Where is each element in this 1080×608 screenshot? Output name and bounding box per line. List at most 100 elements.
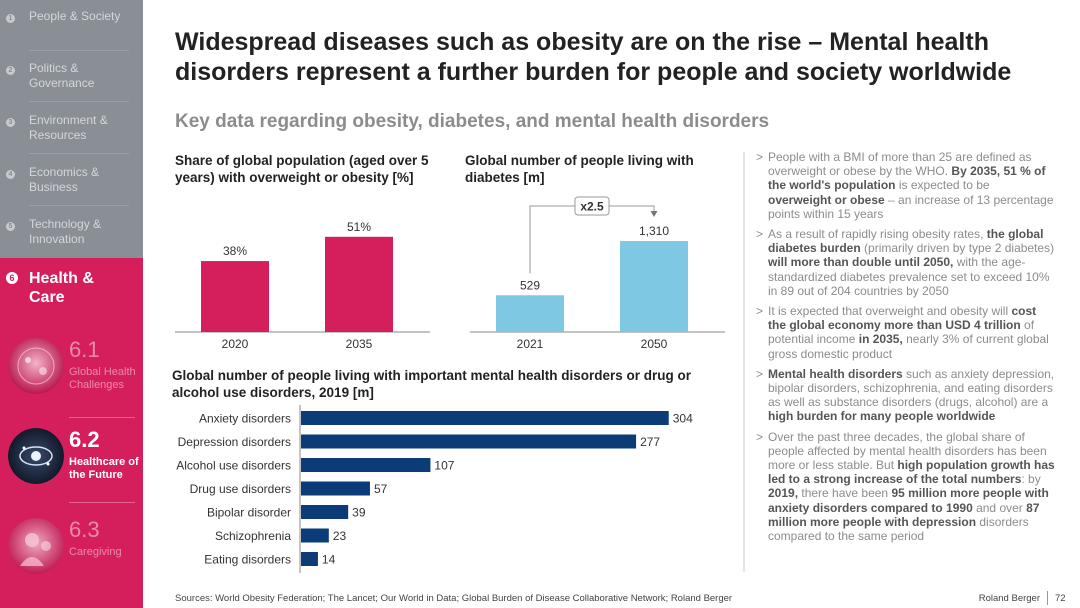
sidebar-item-technology-innovation[interactable]: 5 Technology & Innovation xyxy=(0,214,143,266)
section-number-badge: 3 xyxy=(6,118,15,127)
section-number-badge: 5 xyxy=(6,222,15,231)
bullet-text: : by xyxy=(1021,472,1041,487)
value-label: 38% xyxy=(223,244,247,258)
bullet-text: is expected to be xyxy=(895,178,990,193)
subsection-number: 6.3 xyxy=(69,517,100,542)
tick-label: 2020 xyxy=(222,337,249,351)
sidebar-item-politics-governance[interactable]: 2 Politics & Governance xyxy=(0,58,143,110)
bullet-text: (primarily driven by type 2 diabetes) xyxy=(860,241,1055,256)
brand-name: Roland Berger xyxy=(978,593,1040,604)
category-label: Eating disorders xyxy=(204,553,291,567)
bar xyxy=(201,261,269,332)
bullet-text: of potential income xyxy=(768,318,1035,347)
bullet-point: > As a result of rapidly rising obesity r… xyxy=(739,227,1055,298)
bar xyxy=(301,505,349,519)
bullet-highlight: high population growth has led to a stro… xyxy=(768,458,1055,487)
value-label: 304 xyxy=(673,412,693,426)
bullet-highlight: in 2035, xyxy=(858,332,903,347)
subsection-6-1[interactable]: 6.1 Global Health Challenges xyxy=(0,338,143,418)
sidebar-item-economics-business[interactable]: 4 Economics & Business xyxy=(0,162,143,214)
bullet-point: > It is expected that overweight and obes… xyxy=(739,304,1055,361)
value-label: 277 xyxy=(640,435,660,449)
divider xyxy=(69,417,135,418)
bullet-text: It is expected that overweight and obesi… xyxy=(768,304,1012,319)
bar xyxy=(301,528,329,543)
divider xyxy=(69,502,135,503)
value-label: 1,310 xyxy=(639,224,669,238)
chevron-right-icon: > xyxy=(756,227,764,242)
tick-label: 2050 xyxy=(641,337,668,351)
bar xyxy=(496,295,564,332)
bullet-highlight: 95 million more people with anxiety diso… xyxy=(768,486,1049,515)
divider xyxy=(29,205,129,206)
bullet-highlight: 87 million more people with depression xyxy=(768,500,1040,529)
bullet-text: As a result of rapidly rising obesity ra… xyxy=(768,227,987,242)
bar xyxy=(325,236,393,332)
chevron-right-icon: > xyxy=(756,304,764,319)
bar xyxy=(301,481,370,496)
category-label: Schizophrenia xyxy=(215,529,291,543)
bullet-text: such as anxiety depression, bipolar diso… xyxy=(768,366,1055,410)
bar xyxy=(620,241,688,332)
bullet-highlight: the global diabetes burden xyxy=(768,227,1044,256)
mental-health-bar-chart: Anxiety disorders 304 Depression disorders… xyxy=(176,405,693,573)
value-label: 14 xyxy=(322,553,336,567)
sidebar-item-label: Technology & Innovation xyxy=(29,217,102,246)
footer-divider xyxy=(1047,591,1048,605)
bullet-text: nearly 3% of current global gross domest… xyxy=(768,332,1049,361)
sidebar-item-people-society[interactable]: 1 People & Society xyxy=(0,6,143,58)
bar xyxy=(301,458,431,472)
bullet-highlight: high burden for many people worldwide xyxy=(768,409,996,424)
sidebar-item-environment-resources[interactable]: 3 Environment & Resources xyxy=(0,110,143,162)
bullet-highlight: cost the global economy more than USD 4 … xyxy=(768,304,1037,333)
category-label: Bipolar disorder xyxy=(207,506,291,520)
section-number-badge: 1 xyxy=(6,14,15,23)
diabetes-bar-chart: 529 2021 1,310 2050 x2.5 xyxy=(470,196,725,351)
page-number: 72 xyxy=(1055,593,1066,604)
value-label: 51% xyxy=(347,220,371,234)
sidebar-item-label: Environment & Resources xyxy=(29,113,108,142)
bullet-point: > Mental health disorders such as anxiety… xyxy=(739,367,1055,424)
category-label: Anxiety disorders xyxy=(199,412,291,426)
value-label: 57 xyxy=(374,482,388,496)
bullet-highlight: will more than double until 2050, xyxy=(768,255,954,270)
chevron-right-icon: > xyxy=(756,429,764,444)
caregiving-thumbnail xyxy=(8,518,64,574)
page-title: Widespread diseases such as obesity are … xyxy=(175,28,1012,86)
sidebar-item-health-care[interactable]: 6 Health & Care 6.1 Global Health Challe… xyxy=(0,258,143,608)
obesity-bar-chart: 38% 2020 51% 2035 xyxy=(175,220,430,351)
bullet-highlight: 2019, xyxy=(768,486,799,501)
diabetes-chart-title: Global number of people living with diab… xyxy=(465,153,694,185)
bullet-text: and over xyxy=(972,500,1027,515)
subsection-title: Healthcare of the Future xyxy=(69,456,139,481)
obesity-chart-title: Share of global population (aged over 5 … xyxy=(175,153,429,185)
healthcare-future-thumbnail xyxy=(8,428,64,484)
divider xyxy=(29,153,129,154)
section-number-badge: 6 xyxy=(6,272,18,284)
page-subtitle: Key data regarding obesity, diabetes, an… xyxy=(175,111,770,132)
value-label: 39 xyxy=(352,506,366,520)
subsection-number: 6.2 xyxy=(69,427,100,452)
bullet-point: > People with a BMI of more than 25 are d… xyxy=(739,150,1055,221)
subsection-title: Caregiving xyxy=(69,546,122,558)
sidebar-item-label: People & Society xyxy=(29,9,121,23)
tick-label: 2035 xyxy=(346,337,373,351)
bullet-list: > People with a BMI of more than 25 are d… xyxy=(739,150,1055,543)
bullet-text: Over the past three decades, the global … xyxy=(768,429,1047,473)
chevron-right-icon: > xyxy=(756,150,764,164)
bullet-point: > Over the past three decades, the global… xyxy=(739,430,1055,544)
bullet-text: there have been xyxy=(798,486,892,501)
bullet-highlight: overweight or obese xyxy=(768,192,885,207)
bar xyxy=(301,552,318,566)
panel-divider xyxy=(743,152,745,572)
value-label: 107 xyxy=(434,459,454,473)
value-label: 23 xyxy=(333,529,347,543)
chevron-right-icon: > xyxy=(756,366,764,381)
bullet-text: People with a BMI of more than 25 are de… xyxy=(768,150,1032,179)
sidebar-item-label: Economics & Business xyxy=(29,165,100,194)
global-health-thumbnail xyxy=(8,338,64,394)
subsection-6-3[interactable]: 6.3 Caregiving xyxy=(0,518,143,598)
subsection-6-2[interactable]: 6.2 Healthcare of the Future xyxy=(0,428,143,508)
divider xyxy=(29,50,129,51)
category-label: Drug use disorders xyxy=(190,482,291,496)
